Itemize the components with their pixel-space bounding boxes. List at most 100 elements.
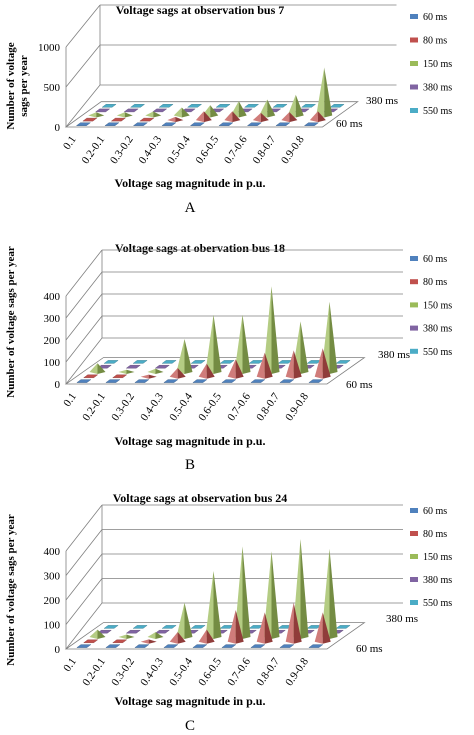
y-axis-label: Number of voltage sags per year — [5, 246, 17, 398]
gridline-left-wall — [65, 602, 103, 650]
x-tick-label: 0.6-0.5 — [196, 655, 224, 688]
cone-80ms-0.6-0.5-right — [232, 111, 241, 123]
cone-150ms-0.7-0.6-right — [267, 99, 276, 118]
x-tick-label: 0.1 — [61, 656, 79, 674]
cone-80ms-0.3-0.2-right — [148, 374, 157, 379]
cone-base-550ms-0.2-0.1 — [132, 625, 148, 629]
cone-80ms-0.8-0.7-left — [285, 350, 294, 379]
x-tick-label: 0.5-0.4 — [167, 390, 195, 423]
cone-base-550ms-0.7-0.6 — [272, 104, 288, 108]
cone-150ms-0.6-0.5-left — [234, 314, 243, 374]
x-tick-label: 0.2-0.1 — [80, 656, 108, 688]
legend-swatch — [410, 508, 418, 513]
x-tick-label: 0.4-0.3 — [136, 133, 164, 166]
cone-150ms-0.8-0.7-right — [300, 321, 309, 374]
cone-base-80ms-0.1 — [83, 374, 99, 378]
legend-swatch — [410, 600, 418, 605]
cone-base-60ms-0.1 — [76, 644, 92, 648]
gridline-left-wall — [65, 529, 103, 576]
legend-label: 550 ms — [423, 347, 452, 358]
cone-150ms-0.9-0.8-right — [329, 548, 338, 639]
depth-label-back: 380 ms — [366, 95, 398, 107]
cone-base-550ms-0.9-0.8 — [335, 360, 351, 364]
legend-label: 60 ms — [423, 12, 447, 23]
panel-label: B — [185, 457, 195, 473]
x-tick-label: 0.6-0.5 — [193, 133, 221, 166]
cone-base-60ms-0.7-0.6 — [250, 644, 266, 648]
cone-base-550ms-0.6-0.5 — [248, 360, 264, 364]
cone-80ms-0.8-0.7-right — [293, 602, 302, 644]
cone-80ms-0.8-0.7-right — [289, 112, 298, 123]
cone-150ms-0.1-left — [89, 629, 98, 639]
cone-base-380ms-0.2-0.1 — [123, 108, 139, 113]
cone-base-380ms-0.2-0.1 — [125, 630, 141, 634]
cone-150ms-0.2-0.1-left — [116, 112, 125, 118]
legend-swatch — [410, 279, 418, 285]
cone-80ms-0.5-0.4-right — [203, 111, 212, 123]
x-tick-label: 0.5-0.4 — [165, 133, 193, 166]
legend-label: 550 ms — [423, 106, 452, 117]
y-tick-label: 300 — [44, 313, 61, 325]
cone-80ms-0.5-0.4-left — [198, 629, 207, 644]
cone-base-380ms-0.1 — [96, 630, 112, 634]
cone-80ms-0.3-0.2-left — [140, 639, 149, 644]
cone-base-60ms-0.2-0.1 — [105, 379, 121, 383]
y-axis-label: Number of voltage sags per year — [5, 514, 17, 666]
cone-80ms-0.4-0.3-left — [169, 368, 178, 379]
legend-swatch — [410, 61, 418, 66]
cone-base-60ms-0.9-0.8 — [308, 644, 324, 648]
cone-80ms-0.8-0.7-left — [281, 112, 290, 123]
cone-150ms-0.3-0.2-left — [147, 368, 156, 374]
chart-floor — [64, 622, 366, 650]
cone-150ms-0.1-right — [96, 112, 105, 118]
y-tick-label: 400 — [44, 291, 61, 303]
cone-80ms-0.6-0.5-right — [235, 609, 244, 644]
cone-base-60ms-0.8-0.7 — [275, 122, 291, 126]
cone-150ms-0.2-0.1-left — [118, 634, 127, 639]
y-tick-label: 0 — [55, 379, 61, 391]
cone-150ms-0.6-0.5-right — [238, 101, 247, 118]
gridline-left-wall — [65, 4, 101, 48]
cone-150ms-0.5-0.4-right — [210, 105, 219, 118]
cone-base-60ms-0.6-0.5 — [218, 122, 234, 126]
cone-80ms-0.7-0.6-right — [264, 612, 273, 644]
panel-label: A — [185, 200, 196, 216]
cone-80ms-0.7-0.6-left — [256, 612, 265, 644]
cone-150ms-0.3-0.2-left — [145, 111, 154, 118]
cone-base-60ms-0.5-0.4 — [192, 379, 208, 383]
cone-80ms-0.6-0.5-left — [224, 111, 233, 123]
cone-80ms-0.9-0.8-right — [322, 348, 331, 379]
legend-swatch — [410, 325, 418, 331]
gridline-left-wall — [65, 504, 103, 552]
cone-150ms-0.3-0.2-right — [153, 111, 162, 118]
legend-label: 150 ms — [423, 300, 452, 311]
cone-80ms-0.3-0.2-left — [140, 374, 149, 379]
cone-base-60ms-0.5-0.4 — [189, 122, 206, 126]
legend-label: 150 ms — [423, 552, 452, 563]
x-tick-label: 0.6-0.5 — [196, 390, 224, 423]
y-tick-label: 500 — [44, 82, 61, 94]
cone-80ms-0.9-0.8-right — [322, 612, 331, 644]
cone-base-80ms-0.2-0.1 — [112, 374, 128, 378]
chart-panel-c: Voltage sags at observation bus 24 0 100 20… — [5, 491, 452, 734]
x-tick-label: 0.8-0.7 — [254, 390, 282, 423]
cone-base-60ms-0.4-0.3 — [161, 122, 177, 126]
cone-150ms-0.6-0.5-right — [242, 546, 251, 639]
cone-150ms-0.8-0.7-left — [287, 94, 296, 118]
cone-150ms-0.2-0.1-right — [126, 369, 135, 374]
gridline-left-wall — [65, 337, 103, 385]
legend-swatch — [410, 348, 418, 354]
cone-150ms-0.3-0.2-left — [147, 632, 156, 639]
legend-label: 80 ms — [423, 529, 447, 540]
x-tick-label: 0.9-0.8 — [279, 133, 307, 166]
depth-label-front: 60 ms — [346, 379, 373, 391]
cone-150ms-0.3-0.2-right — [155, 368, 164, 374]
gridline-left-wall — [65, 578, 103, 625]
cone-150ms-0.7-0.6-right — [271, 551, 280, 639]
cone-80ms-0.9-0.8-right — [317, 111, 326, 123]
legend-label: 80 ms — [423, 277, 447, 288]
cone-base-60ms-0.1 — [76, 379, 92, 383]
legend-label: 150 ms — [423, 59, 452, 70]
cone-150ms-0.5-0.4-left — [205, 314, 214, 374]
cone-150ms-0.9-0.8-left — [316, 67, 325, 118]
